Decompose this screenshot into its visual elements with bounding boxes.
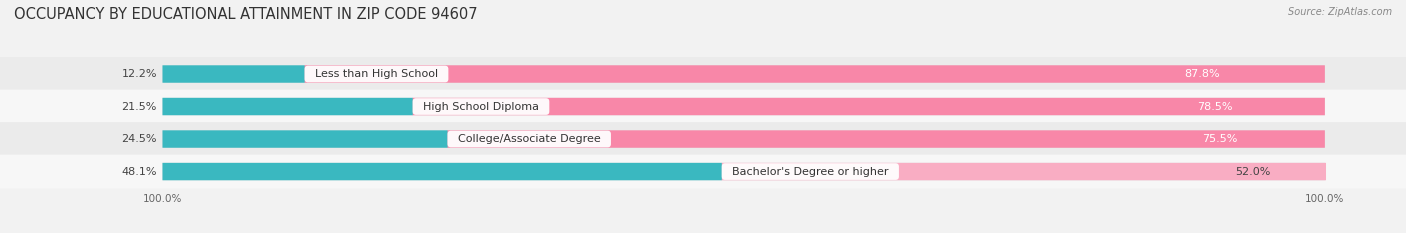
FancyBboxPatch shape (163, 65, 305, 83)
FancyBboxPatch shape (0, 122, 1406, 156)
FancyBboxPatch shape (163, 163, 1324, 180)
Text: OCCUPANCY BY EDUCATIONAL ATTAINMENT IN ZIP CODE 94607: OCCUPANCY BY EDUCATIONAL ATTAINMENT IN Z… (14, 7, 478, 22)
FancyBboxPatch shape (163, 130, 1324, 148)
FancyBboxPatch shape (163, 65, 1324, 83)
Text: College/Associate Degree: College/Associate Degree (451, 134, 607, 144)
Text: 12.2%: 12.2% (121, 69, 157, 79)
Text: 75.5%: 75.5% (1202, 134, 1237, 144)
FancyBboxPatch shape (721, 163, 1326, 180)
Text: 78.5%: 78.5% (1198, 102, 1233, 112)
FancyBboxPatch shape (0, 155, 1406, 188)
FancyBboxPatch shape (447, 130, 1324, 148)
FancyBboxPatch shape (163, 98, 413, 115)
Text: High School Diploma: High School Diploma (416, 102, 546, 112)
FancyBboxPatch shape (412, 98, 1324, 115)
Text: Less than High School: Less than High School (308, 69, 446, 79)
FancyBboxPatch shape (163, 130, 447, 148)
FancyBboxPatch shape (0, 90, 1406, 123)
Text: Bachelor's Degree or higher: Bachelor's Degree or higher (725, 167, 896, 177)
Text: 52.0%: 52.0% (1236, 167, 1271, 177)
FancyBboxPatch shape (0, 57, 1406, 91)
Text: Source: ZipAtlas.com: Source: ZipAtlas.com (1288, 7, 1392, 17)
FancyBboxPatch shape (304, 65, 1324, 83)
Text: 21.5%: 21.5% (121, 102, 157, 112)
FancyBboxPatch shape (163, 98, 1324, 115)
Text: 87.8%: 87.8% (1184, 69, 1220, 79)
FancyBboxPatch shape (163, 163, 721, 180)
Text: 24.5%: 24.5% (121, 134, 157, 144)
Text: 48.1%: 48.1% (121, 167, 157, 177)
